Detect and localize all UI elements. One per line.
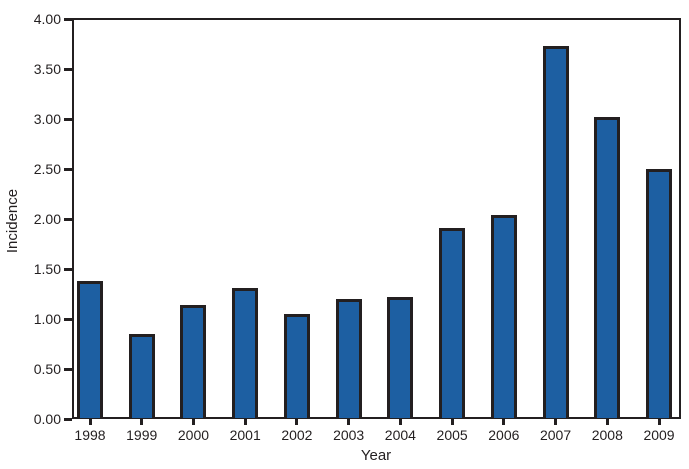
y-tick-label: 0.00 [33,411,61,427]
bar-1998 [77,281,103,418]
y-tick-label: 2.50 [33,161,61,177]
x-tick-label: 2007 [539,427,572,443]
x-tick-mark [88,419,92,425]
y-tick-mark [64,67,72,71]
bar-2004 [387,297,414,418]
x-tick-mark [657,419,661,425]
bar-2001 [232,288,259,418]
y-tick-label: 4.00 [33,11,61,27]
y-tick-mark [64,317,72,321]
x-tick-mark [243,419,247,425]
x-tick-label: 2000 [177,427,210,443]
y-tick-label: 1.50 [33,261,61,277]
bar-2003 [335,299,362,418]
bar-2002 [283,314,310,418]
x-tick-mark [295,419,299,425]
x-axis-title: Year [360,447,392,464]
x-tick-mark [347,419,351,425]
y-tick-mark [64,417,72,421]
y-tick-label: 3.00 [33,111,61,127]
y-tick-mark [64,17,72,21]
x-tick-mark [502,419,506,425]
bar-2008 [594,117,621,418]
x-tick-label: 2002 [281,427,313,443]
y-tick-label: 0.50 [33,361,61,377]
x-tick-label: 1999 [126,427,158,443]
x-tick-label: 1998 [74,427,106,443]
bar-2000 [180,305,207,418]
bar-2007 [542,46,569,418]
y-tick-mark [64,267,72,271]
bar-2006 [490,215,517,418]
x-tick-label: 2001 [229,427,261,443]
bar-2009 [646,169,673,418]
x-tick-mark [140,419,144,425]
x-tick-label: 2003 [333,427,365,443]
plot-area [72,18,681,419]
y-tick-label: 2.00 [33,211,61,227]
x-tick-mark [605,419,609,425]
y-axis-title: Incidence [4,188,21,254]
y-tick-mark [64,167,72,171]
bar-2005 [439,228,466,418]
x-tick-label: 2009 [643,427,675,443]
x-tick-label: 2004 [384,427,416,443]
y-tick-mark [64,217,72,221]
y-tick-label: 3.50 [33,61,61,77]
y-tick-label: 1.00 [33,311,61,327]
y-tick-mark [64,367,72,371]
x-tick-mark [191,419,195,425]
x-tick-mark [554,419,558,425]
x-tick-label: 2005 [436,427,468,443]
x-tick-label: 2008 [591,427,623,443]
y-tick-mark [64,117,72,121]
bar-1999 [128,334,155,418]
x-tick-mark [450,419,454,425]
x-tick-mark [398,419,402,425]
x-tick-label: 2006 [488,427,520,443]
